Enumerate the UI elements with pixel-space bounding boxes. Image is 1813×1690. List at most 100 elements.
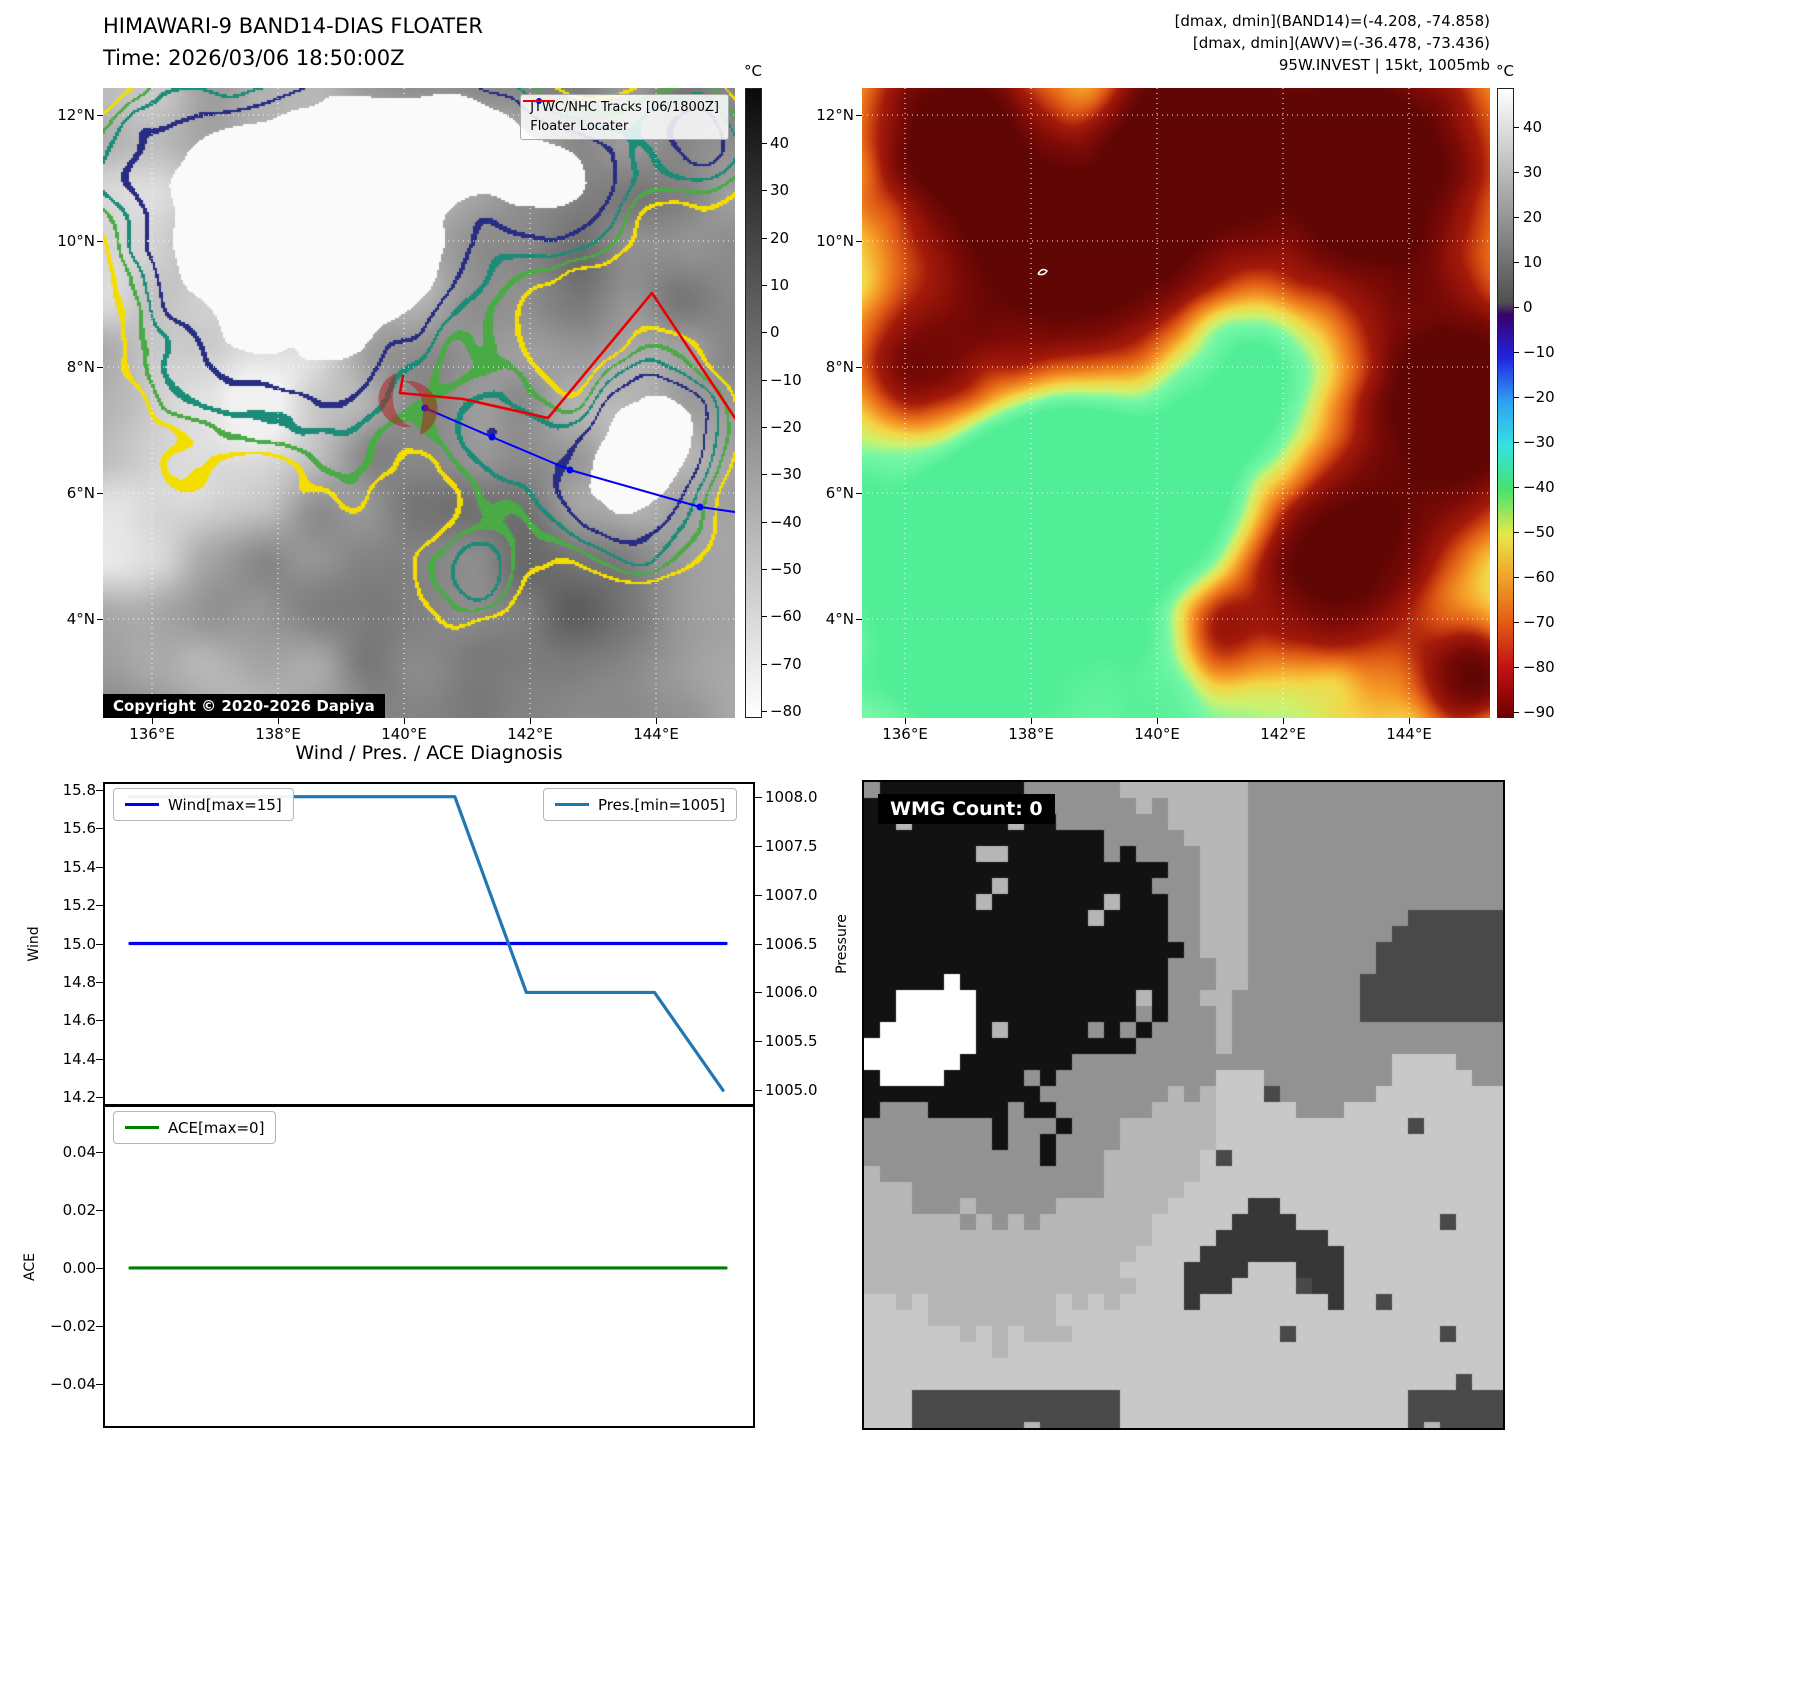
- pressure-legend: Pres.[min=1005]: [543, 788, 738, 821]
- colorbar-tick-label: 30: [770, 181, 790, 200]
- band14-time: Time: 2026/03/06 18:50:00Z: [103, 46, 405, 70]
- tick-mark: [762, 568, 767, 570]
- jtwc-track-line: [424, 407, 735, 513]
- awv-satellite-image: [862, 88, 1490, 718]
- tick-mark: [1514, 127, 1519, 128]
- lat-tick-label: 4°N: [66, 610, 95, 628]
- tick-mark: [762, 521, 767, 523]
- tick-mark: [96, 1209, 103, 1211]
- tick-mark: [762, 143, 767, 144]
- lat-tick-label: 8°N: [66, 358, 95, 376]
- ace-legend-line-icon: [125, 1126, 159, 1129]
- tick-mark: [278, 718, 279, 724]
- tick-mark: [1514, 532, 1519, 533]
- tick-mark: [755, 845, 762, 847]
- awv-colorbar: [1497, 88, 1514, 718]
- tick-mark: [762, 332, 767, 334]
- tick-mark: [755, 992, 762, 994]
- wind-tick-label: 15.2: [62, 896, 96, 915]
- tick-mark: [656, 718, 657, 724]
- tick-mark: [530, 718, 531, 724]
- tick-mark: [1514, 577, 1519, 578]
- colorbar-tick-label: −90: [1523, 703, 1555, 721]
- lon-tick-label: 138°E: [1008, 725, 1054, 743]
- tick-mark: [1514, 712, 1519, 713]
- tick-mark: [97, 493, 103, 494]
- tick-mark: [1514, 442, 1519, 443]
- tick-mark: [762, 616, 767, 618]
- colorbar-tick-label: −30: [770, 465, 802, 484]
- pressure-legend-label: Pres.[min=1005]: [598, 795, 726, 814]
- ace-tick-label: −0.02: [50, 1317, 96, 1336]
- awv-map: [862, 88, 1490, 718]
- invest-status-text: 95W.INVEST | 15kt, 1005mb: [1278, 56, 1490, 74]
- lon-tick-label: 144°E: [1386, 725, 1432, 743]
- ace-legend-label: ACE[max=0]: [168, 1118, 265, 1137]
- tick-mark: [96, 1058, 103, 1060]
- colorbar-tick-label: −50: [770, 559, 802, 578]
- cyclone-marker-icon: [378, 373, 411, 428]
- colorbar-tick-label: 30: [1523, 163, 1543, 181]
- diagnosis-title: Wind / Pres. / ACE Diagnosis: [295, 742, 563, 764]
- tick-mark: [755, 1041, 762, 1043]
- tick-mark: [1514, 262, 1519, 263]
- tick-mark: [1514, 622, 1519, 623]
- tick-mark: [1157, 718, 1158, 724]
- colorbar-tick-label: −40: [1523, 478, 1555, 496]
- tick-mark: [762, 284, 767, 286]
- tick-mark: [762, 426, 767, 428]
- wind-tick-label: 14.2: [62, 1088, 96, 1107]
- tick-mark: [762, 237, 767, 239]
- wind-tick-label: 15.8: [62, 780, 96, 799]
- colorbar-tick-label: −30: [1523, 433, 1555, 451]
- wind-legend: Wind[max=15]: [113, 788, 294, 821]
- lon-tick-label: 142°E: [1260, 725, 1306, 743]
- jtwc-track-point: [488, 433, 496, 441]
- tick-mark: [96, 1384, 103, 1386]
- pressure-tick-label: 1005.0: [765, 1081, 818, 1100]
- tick-mark: [152, 718, 153, 724]
- band14-map-overlay: [103, 88, 735, 718]
- tick-mark: [96, 1020, 103, 1022]
- tick-mark: [1514, 217, 1519, 218]
- tick-mark: [1409, 718, 1410, 724]
- tick-mark: [905, 718, 906, 724]
- wind-tick-label: 15.0: [62, 934, 96, 953]
- colorbar-tick-label: −70: [770, 654, 802, 673]
- wmg-panel: WMG Count: 0: [862, 780, 1505, 1430]
- colorbar-tick-label: 40: [770, 134, 790, 152]
- colorbar-tick-label: −10: [770, 370, 802, 389]
- tick-mark: [1031, 718, 1032, 724]
- lon-tick-label: 140°E: [381, 725, 427, 743]
- dmax-dmin-awv-text: [dmax, dmin](AWV)=(-36.478, -73.436): [1192, 34, 1490, 52]
- pressure-tick-label: 1007.0: [765, 885, 818, 904]
- colorbar-tick-label: 10: [1523, 253, 1543, 271]
- tick-mark: [96, 1151, 103, 1153]
- colorbar-tick-label: −60: [770, 607, 802, 626]
- colorbar-tick-label: −10: [1523, 343, 1555, 361]
- floater-legend-label: Floater Locater: [530, 119, 629, 134]
- tick-mark: [856, 493, 862, 494]
- jtwc-track-legend-label: JTWC/NHC Tracks [06/1800Z]: [530, 100, 719, 115]
- awv-colorbar-unit: °C: [1496, 62, 1514, 80]
- awv-map-overlay: [862, 88, 1490, 718]
- tick-mark: [97, 115, 103, 116]
- ace-tick-label: 0.02: [62, 1200, 96, 1219]
- legend-entry-jtwc-tracks: JTWC/NHC Tracks [06/1800Z]: [523, 98, 719, 115]
- ace-axis-label: ACE: [22, 1253, 38, 1281]
- band14-map-legend: JTWC/NHC Tracks [06/1800Z] Floater Locat…: [520, 94, 729, 140]
- tick-mark: [856, 241, 862, 242]
- lon-tick-label: 142°E: [507, 725, 553, 743]
- tick-mark: [96, 981, 103, 983]
- floater-legend-icon: [523, 100, 556, 102]
- tick-mark: [856, 367, 862, 368]
- colorbar-tick-label: −80: [770, 701, 802, 720]
- lon-tick-label: 136°E: [129, 725, 175, 743]
- tick-mark: [96, 828, 103, 830]
- wind-legend-line-icon: [125, 803, 159, 806]
- lon-tick-label: 136°E: [882, 725, 928, 743]
- ace-tick-label: 0.00: [62, 1258, 96, 1277]
- pressure-tick-label: 1007.5: [765, 836, 818, 855]
- jtwc-track-point: [696, 503, 704, 511]
